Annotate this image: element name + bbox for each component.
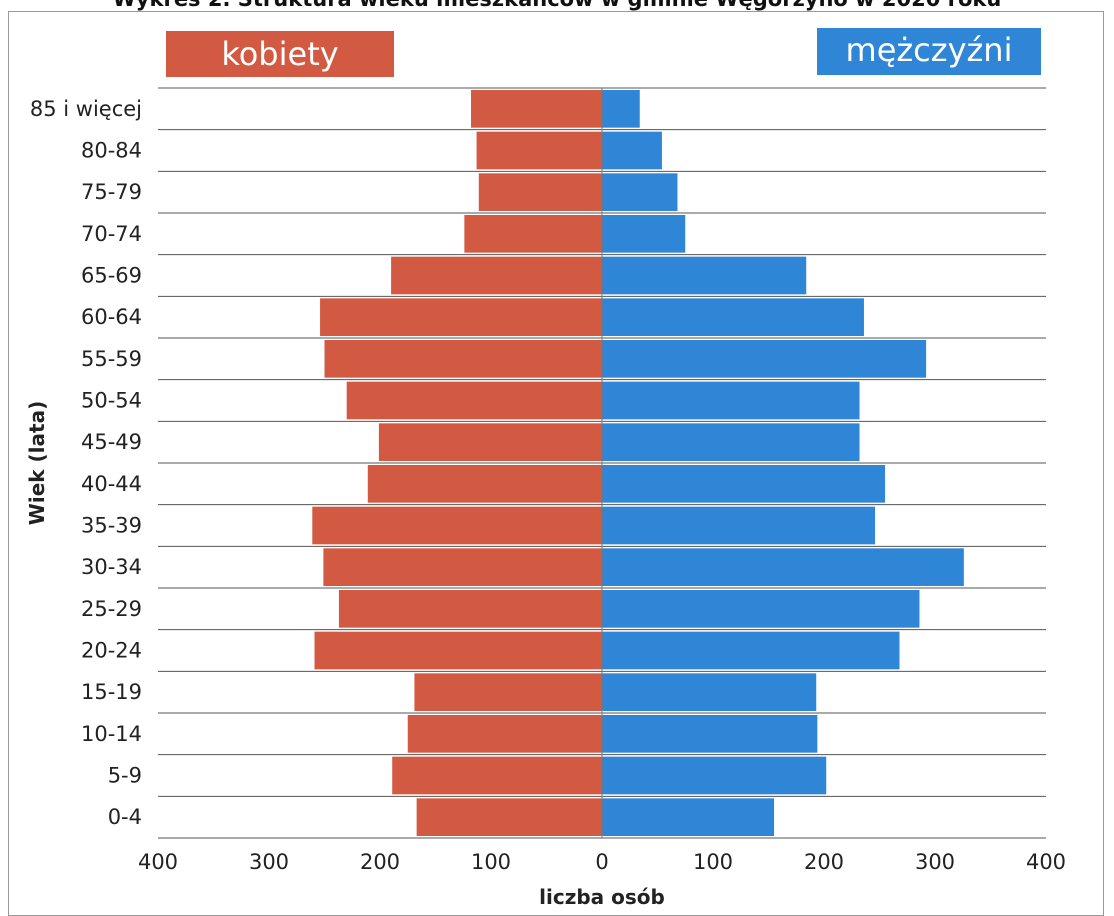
x-tick-label: 100 [471,850,511,874]
bar-female [314,631,602,670]
category-label: 25-29 [81,597,142,621]
bar-female [378,423,602,461]
category-label: 55-59 [81,347,142,371]
bar-female [478,173,602,211]
category-label: 40-44 [81,472,142,496]
x-tick-label: 300 [915,850,955,874]
bar-female [407,715,602,753]
bar-male [602,631,900,670]
bar-male [602,423,860,461]
x-tick-label: 0 [595,850,608,874]
bar-female [416,798,602,836]
x-axis-label: liczba osób [539,885,665,909]
bar-male [602,548,964,586]
x-tick-label: 400 [1026,850,1066,874]
legend-male: mężczyźni [817,28,1041,75]
bar-male [602,131,662,170]
bar-male [602,340,927,378]
bar-male [602,465,886,503]
category-label: 65-69 [81,264,142,288]
category-label: 0-4 [108,805,142,829]
bar-female [346,381,602,420]
bar-male [602,215,686,253]
bar-male [602,506,876,545]
bar-male [602,90,640,128]
bar-female [391,256,602,295]
category-label: 15-19 [81,680,142,704]
category-label: 35-39 [81,514,142,538]
bar-female [464,215,602,253]
x-tick-label: 200 [804,850,844,874]
category-label: 50-54 [81,389,142,413]
category-label: 20-24 [81,639,142,663]
bar-male [602,715,818,753]
bar-female [367,465,602,503]
bar-female [414,673,602,711]
bar-male [602,381,860,420]
bar-male [602,590,920,628]
category-label: 45-49 [81,430,142,454]
bar-female [338,590,602,628]
bar-male [602,673,817,711]
category-label: 70-74 [81,222,142,246]
category-label: 85 i więcej [30,97,142,121]
category-label: 80-84 [81,139,142,163]
bar-female [324,340,602,378]
x-tick-label: 400 [138,850,178,874]
bar-female [392,756,602,795]
bar-male [602,798,775,836]
y-axis-label: Wiek (lata) [25,401,49,525]
bar-male [602,298,864,336]
bar-male [602,173,678,211]
chart-title: Wykres 2. Struktura wieku mieszkańców w … [0,0,1114,11]
category-label: 10-14 [81,722,142,746]
bar-male [602,256,807,295]
x-tick-label: 200 [360,850,400,874]
bar-female [323,548,602,586]
x-tick-label: 300 [249,850,289,874]
bar-female [320,298,602,336]
bar-male [602,756,827,795]
category-label: 30-34 [81,555,142,579]
bar-female [476,131,602,170]
category-label: 5-9 [108,764,142,788]
legend-female: kobiety [166,31,394,77]
bar-female [312,506,602,545]
category-label: 60-64 [81,305,142,329]
bar-female [471,90,602,128]
category-label: 75-79 [81,180,142,204]
x-tick-label: 100 [693,850,733,874]
